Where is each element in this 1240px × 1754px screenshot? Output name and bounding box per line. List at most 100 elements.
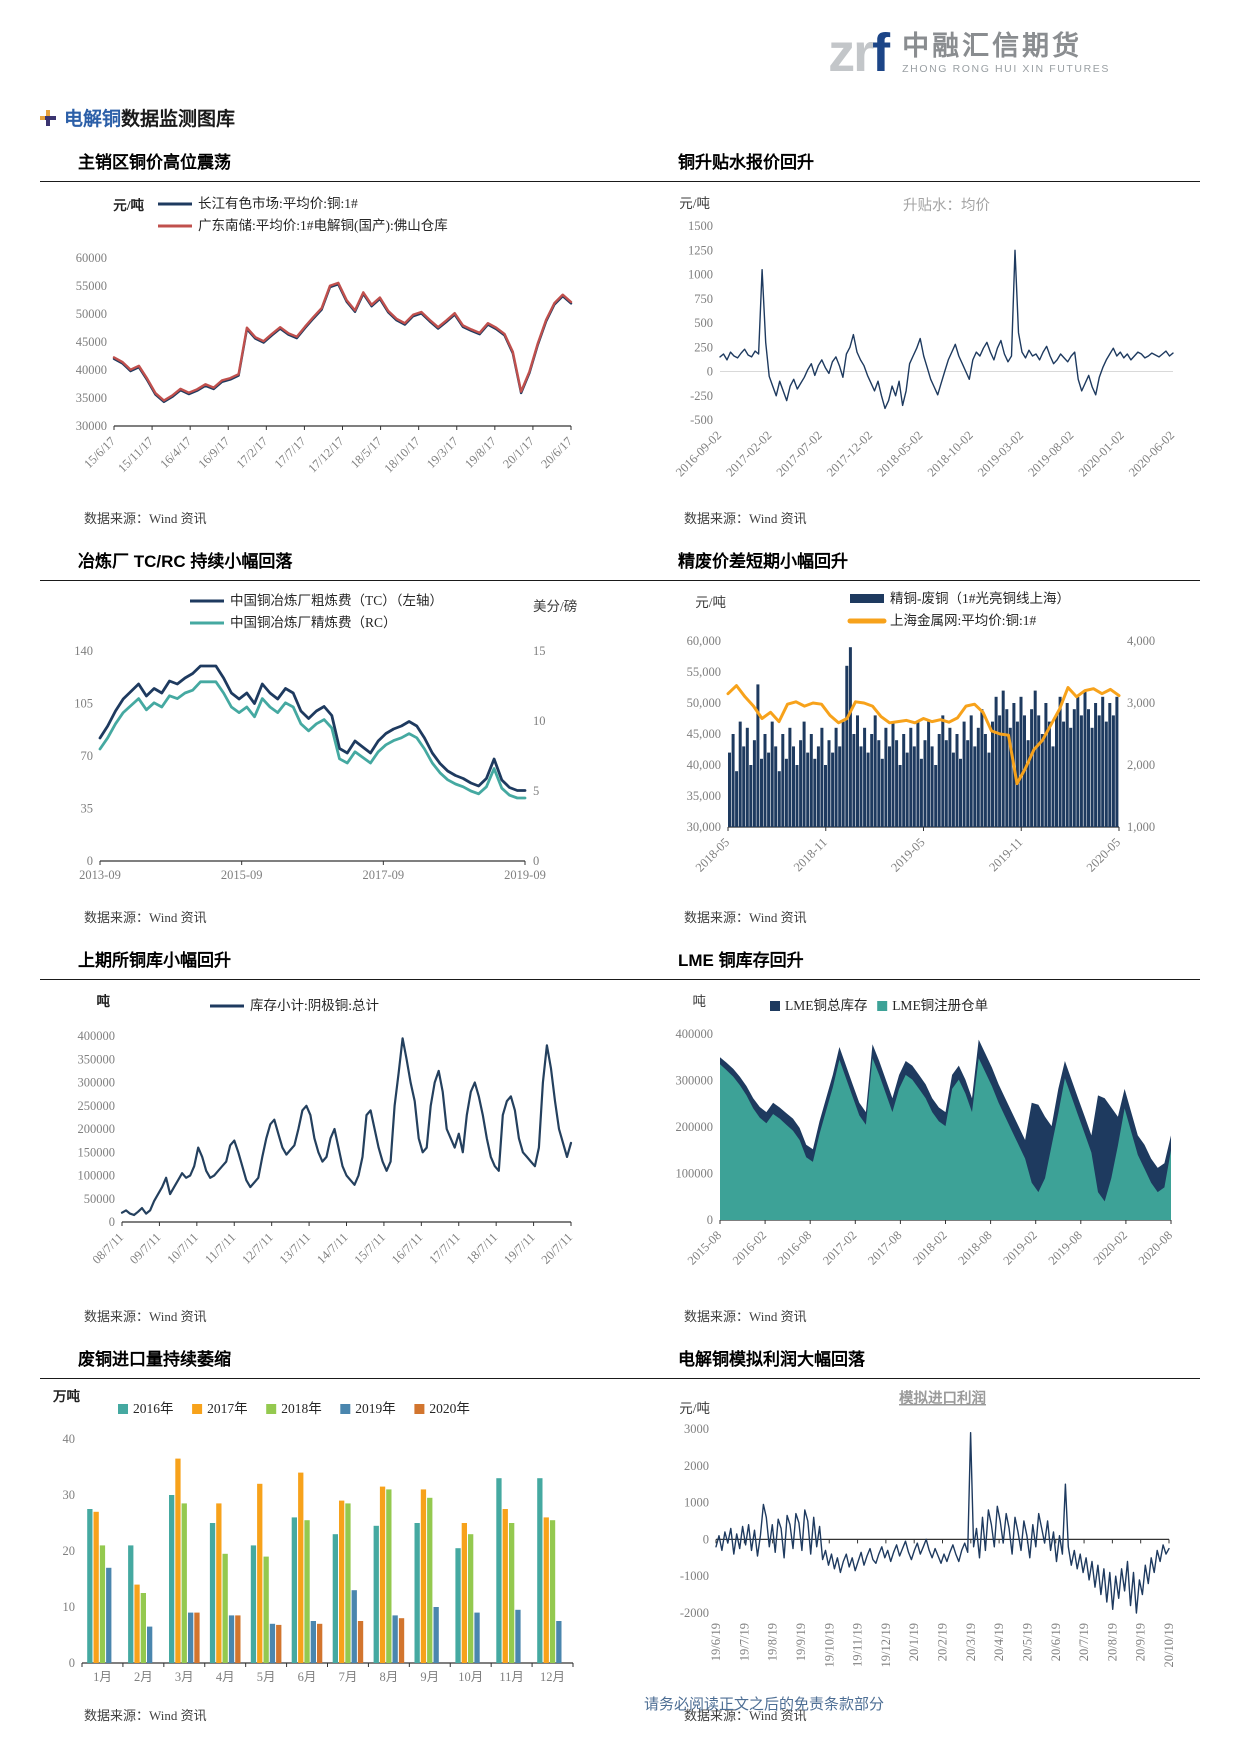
svg-text:45,000: 45,000 [687,727,721,741]
svg-text:11/7/11: 11/7/11 [202,1230,238,1266]
svg-text:100000: 100000 [676,1167,714,1181]
svg-text:0: 0 [69,1656,75,1670]
svg-text:-2000: -2000 [680,1606,709,1620]
svg-text:50000: 50000 [76,307,107,321]
chart-row-2: 冶炼厂 TC/RC 持续小幅回落 精废价差短期小幅回升 140 105 70 35 0 1… [40,539,1200,932]
svg-text:1,000: 1,000 [1127,820,1155,834]
svg-text:400000: 400000 [676,1027,714,1041]
svg-text:35,000: 35,000 [687,789,721,803]
title-rule [40,979,1200,980]
svg-text:200000: 200000 [676,1120,714,1134]
svg-text:美分/磅: 美分/磅 [533,598,577,614]
chart-canvas-scrap-spread: 60,000 55,000 50,000 45,000 40,000 35,000 30,0… [687,590,1156,875]
svg-text:19/10/19: 19/10/19 [822,1623,836,1667]
svg-text:2019-05: 2019-05 [888,835,927,874]
svg-text:30000: 30000 [76,419,107,433]
chart-cell: 400000 300000 200000 100000 0 吨 2015-08 2016-02… [640,980,1200,1331]
data-source: 数据来源：Wind 资讯 [684,910,807,925]
svg-text:5: 5 [533,784,539,798]
svg-text:300000: 300000 [78,1076,116,1090]
svg-text:12月: 12月 [540,1670,565,1684]
svg-text:3月: 3月 [175,1670,194,1684]
section-heading: 电解铜数据监测图库 [40,104,235,131]
svg-text:70: 70 [81,749,94,763]
svg-text:2013-09: 2013-09 [79,868,121,882]
svg-text:0: 0 [87,854,93,868]
chart-cell: 1500 1250 1000 750 500 250 0 -250 -500 元/吨 升贴水：均价 2… [640,182,1200,533]
svg-text:2018-11: 2018-11 [791,835,830,874]
svg-text:-1000: -1000 [680,1569,709,1583]
svg-text:元/吨: 元/吨 [695,595,726,610]
svg-text:1000: 1000 [684,1496,709,1510]
svg-text:20/9/19: 20/9/19 [1134,1623,1148,1661]
svg-text:2019-09: 2019-09 [504,868,546,882]
chart-row-4: 废铜进口量持续萎缩 电解铜模拟利润大幅回落 40 30 20 10 0 万吨 1月 2月 3月 4… [40,1337,1200,1730]
svg-text:2020年: 2020年 [429,1401,470,1416]
svg-text:2017-02-02: 2017-02-02 [723,428,774,479]
svg-text:10: 10 [63,1600,76,1614]
svg-text:元/吨: 元/吨 [679,196,710,211]
svg-text:模拟进口利润: 模拟进口利润 [899,1389,986,1407]
svg-text:2019-08: 2019-08 [1046,1228,1085,1267]
title-rule [40,181,1200,182]
svg-text:750: 750 [694,292,713,306]
svg-text:16/7/11: 16/7/11 [389,1230,426,1267]
svg-text:20/4/19: 20/4/19 [992,1623,1006,1661]
svg-text:20/3/19: 20/3/19 [964,1623,978,1661]
svg-text:15/11/17: 15/11/17 [115,434,156,475]
logo-zr: zr [828,23,874,83]
svg-text:60000: 60000 [76,251,107,265]
svg-text:2,000: 2,000 [1127,758,1155,772]
svg-text:0: 0 [707,365,713,379]
svg-text:19/8/17: 19/8/17 [462,434,499,471]
svg-text:19/7/19: 19/7/19 [737,1623,751,1661]
charts-grid: 主销区铜价高位震荡 铜升贴水报价回升 60000 55000 50000 45000 4… [40,140,1200,1736]
chart-title: 铜升贴水报价回升 [678,153,814,172]
svg-text:2015-09: 2015-09 [221,868,263,882]
svg-text:250000: 250000 [78,1099,116,1113]
title-rule [40,1378,1200,1379]
svg-text:2020-08: 2020-08 [1136,1228,1175,1267]
svg-text:17/7/11: 17/7/11 [426,1230,463,1267]
svg-text:11月: 11月 [499,1670,524,1684]
chart-canvas-shfe-inventory: 400000 350000 300000 250000 200000 150000 1000… [78,993,576,1267]
section-title-rest: 数据监测图库 [121,109,236,130]
logo-text: 中融汇信期货 ZHONG RONG HUI XIN FUTURES [902,31,1110,75]
svg-text:08/7/11: 08/7/11 [90,1230,127,1267]
svg-text:7月: 7月 [339,1670,358,1684]
svg-text:18/7/11: 18/7/11 [464,1230,501,1267]
section-title-highlight: 电解铜 [64,109,122,130]
data-source: 数据来源：Wind 资讯 [84,1708,207,1723]
chart-title: LME 铜库存回升 [678,951,804,970]
svg-text:2020-01-02: 2020-01-02 [1076,428,1127,479]
footer-disclaimer: 请务必阅读正文之后的免责条款部分 [643,1697,884,1713]
svg-text:2017-02: 2017-02 [820,1228,859,1267]
svg-text:19/3/17: 19/3/17 [424,434,461,471]
svg-text:2019年: 2019年 [355,1401,396,1416]
svg-text:30,000: 30,000 [687,820,721,834]
svg-text:长江有色市场:平均价:铜:1#: 长江有色市场:平均价:铜:1# [198,195,358,211]
svg-text:2019-02: 2019-02 [1000,1228,1039,1267]
svg-text:17/2/17: 17/2/17 [234,434,271,471]
chart-cell: 400000 350000 300000 250000 200000 150000 1000… [40,980,600,1331]
svg-text:150000: 150000 [78,1145,116,1159]
svg-text:17/12/17: 17/12/17 [305,434,346,475]
svg-text:2018-10-02: 2018-10-02 [925,428,976,479]
logo-mark: zrf [828,23,890,83]
svg-text:18/10/17: 18/10/17 [381,434,422,475]
svg-text:2020-06-02: 2020-06-02 [1126,428,1177,479]
svg-text:精铜-废铜（1#光亮铜线上海）: 精铜-废铜（1#光亮铜线上海） [890,590,1070,606]
svg-text:18/5/17: 18/5/17 [348,434,385,471]
svg-text:16/9/17: 16/9/17 [195,434,232,471]
svg-text:2016-09-02: 2016-09-02 [673,428,724,479]
chart-title: 精废价差短期小幅回升 [678,552,848,571]
svg-text:5月: 5月 [257,1670,276,1684]
svg-text:20/7/11: 20/7/11 [539,1230,576,1267]
svg-text:19/8/19: 19/8/19 [766,1623,780,1661]
svg-text:2017-07-02: 2017-07-02 [774,428,825,479]
svg-text:2019-03-02: 2019-03-02 [975,428,1026,479]
svg-text:50000: 50000 [84,1192,115,1206]
svg-text:20/1/19: 20/1/19 [907,1623,921,1661]
svg-text:升贴水：均价: 升贴水：均价 [903,197,990,214]
